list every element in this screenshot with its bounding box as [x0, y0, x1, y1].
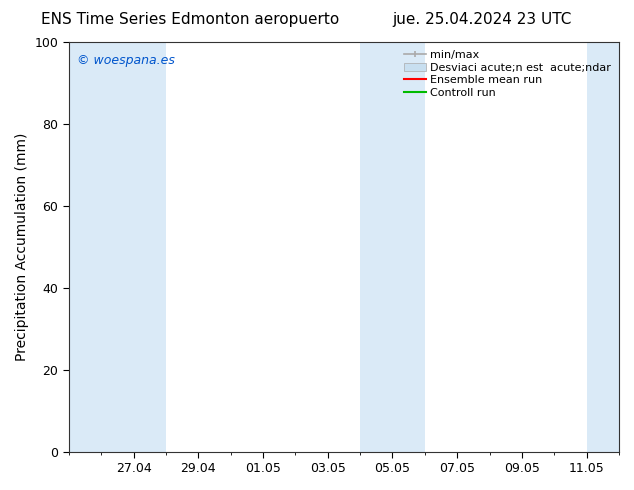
Text: ENS Time Series Edmonton aeropuerto: ENS Time Series Edmonton aeropuerto — [41, 12, 339, 27]
Text: © woespana.es: © woespana.es — [77, 54, 175, 67]
Text: jue. 25.04.2024 23 UTC: jue. 25.04.2024 23 UTC — [392, 12, 571, 27]
Bar — [69, 42, 166, 452]
Bar — [586, 42, 619, 452]
Legend: min/max, Desviaci acute;n est  acute;ndar, Ensemble mean run, Controll run: min/max, Desviaci acute;n est acute;ndar… — [399, 46, 616, 102]
Y-axis label: Precipitation Accumulation (mm): Precipitation Accumulation (mm) — [15, 133, 29, 361]
Bar — [360, 42, 425, 452]
